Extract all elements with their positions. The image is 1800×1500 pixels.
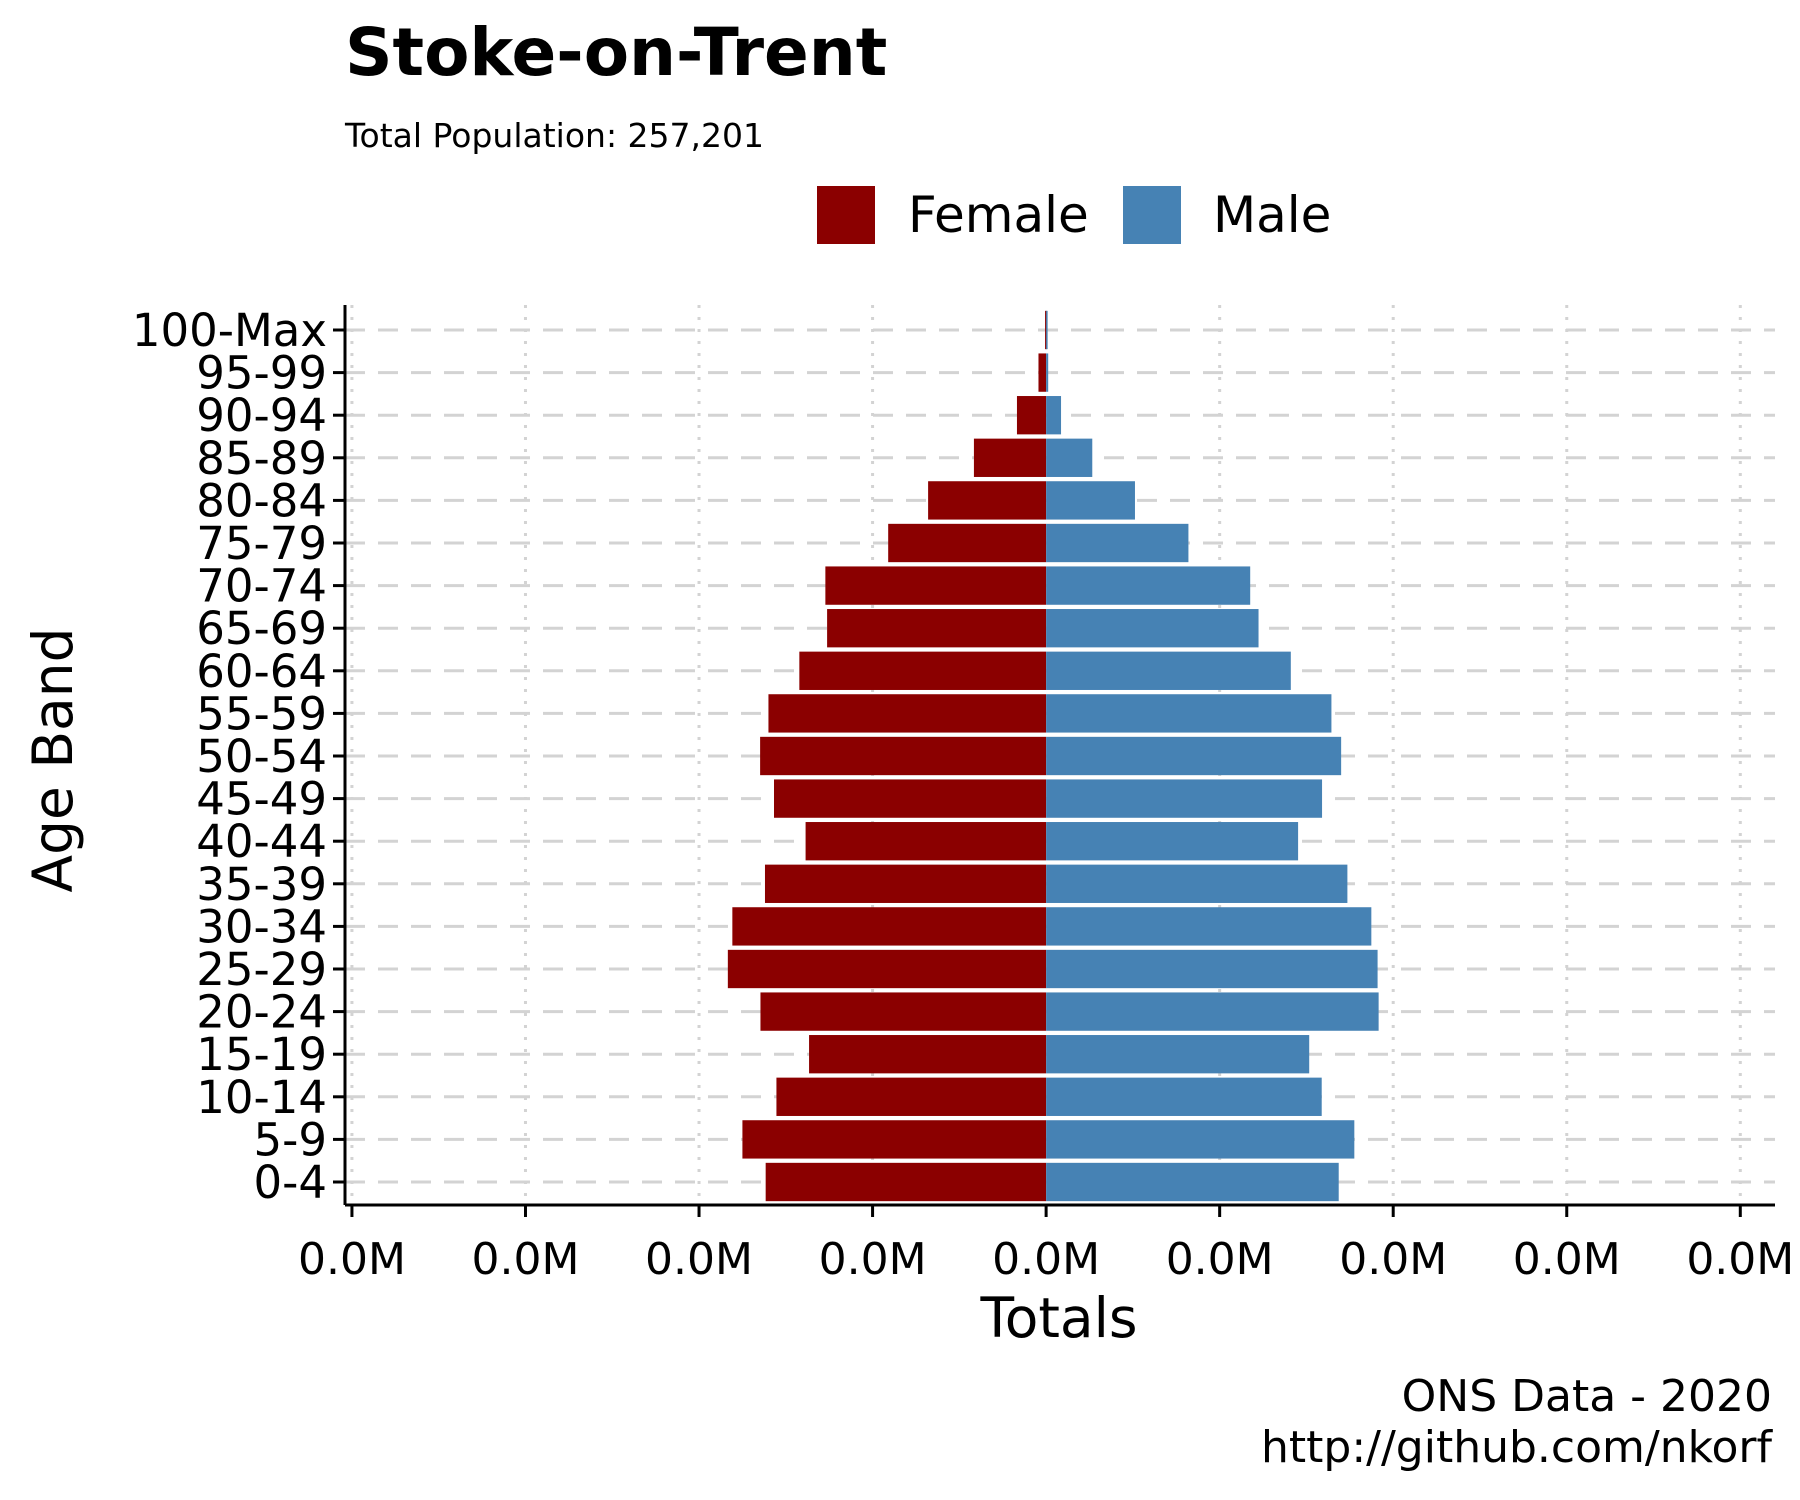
- y-tick-label: 100-Max: [132, 304, 327, 357]
- bar-female-40-44: [805, 822, 1047, 861]
- x-tick-label: 0.0M: [1513, 1234, 1621, 1285]
- bar-female-80-84: [928, 481, 1047, 520]
- y-tick-label: 15-19: [196, 1028, 327, 1081]
- y-tick-label: 80-84: [196, 474, 327, 527]
- x-tick-label: 0.0M: [992, 1234, 1100, 1285]
- legend-swatch-male: [1123, 186, 1181, 244]
- bar-female-20-24: [760, 992, 1047, 1031]
- bar-male-40-44: [1046, 822, 1299, 861]
- caption-url: http://github.com/nkorf: [1261, 1422, 1773, 1473]
- bar-male-35-39: [1046, 864, 1348, 903]
- bar-male-55-59: [1046, 694, 1332, 733]
- bar-male-15-19: [1046, 1035, 1310, 1074]
- y-tick-label: 70-74: [196, 560, 327, 613]
- y-axis-title: Age Band: [21, 627, 85, 892]
- y-tick-label: 25-29: [196, 943, 327, 996]
- bar-male-70-74: [1046, 566, 1251, 605]
- x-tick-labels: 0.0M 0.0M 0.0M 0.0M 0.0M 0.0M 0.0M 0.0M 0.0M: [298, 1234, 1794, 1285]
- legend: Female Male: [817, 186, 1331, 244]
- bar-female-90-94: [1016, 396, 1047, 435]
- y-tick-label: 5-9: [254, 1113, 328, 1166]
- bars: [727, 310, 1379, 1202]
- y-tick-label: 65-69: [196, 602, 327, 655]
- y-tick-label: 0-4: [254, 1156, 328, 1209]
- bar-male-75-79: [1046, 523, 1189, 563]
- x-tick-label: 0.0M: [819, 1234, 927, 1285]
- bar-male-0-4: [1046, 1162, 1339, 1202]
- x-axis-title: Totals: [979, 1286, 1137, 1350]
- bar-female-50-54: [760, 736, 1047, 776]
- legend-label-female: Female: [908, 186, 1089, 244]
- y-tick-label: 55-59: [196, 687, 327, 740]
- x-tick-label: 0.0M: [298, 1234, 406, 1285]
- y-tick-label: 90-94: [196, 389, 327, 442]
- bar-female-85-89: [973, 438, 1047, 477]
- bar-male-85-89: [1046, 438, 1093, 477]
- y-tick-label: 75-79: [196, 517, 327, 570]
- caption-source: ONS Data - 2020: [1402, 1371, 1772, 1422]
- x-tick-label: 0.0M: [472, 1234, 580, 1285]
- axes: [333, 305, 1775, 1217]
- bar-female-65-69: [827, 609, 1047, 648]
- bar-female-35-39: [764, 864, 1047, 903]
- y-tick-label: 60-64: [196, 645, 327, 698]
- y-tick-label: 20-24: [196, 986, 327, 1039]
- y-tick-label: 10-14: [196, 1071, 327, 1124]
- y-tick-label: 85-89: [196, 432, 327, 485]
- y-tick-labels: 0-45-910-1415-1920-2425-2930-3435-3940-4…: [132, 304, 327, 1209]
- bar-male-45-49: [1046, 779, 1323, 818]
- y-tick-label: 30-34: [196, 900, 327, 953]
- x-tick-label: 0.0M: [1166, 1234, 1274, 1285]
- bar-male-10-14: [1046, 1077, 1322, 1116]
- bar-female-95-99: [1038, 353, 1047, 392]
- y-tick-label: 95-99: [196, 347, 327, 400]
- x-tick-label: 0.0M: [645, 1234, 753, 1285]
- bar-female-15-19: [809, 1035, 1047, 1074]
- bar-male-80-84: [1046, 481, 1135, 520]
- bar-female-100-Max: [1045, 310, 1047, 350]
- y-tick-label: 45-49: [196, 773, 327, 826]
- bar-male-100-Max: [1046, 310, 1048, 350]
- bar-male-30-34: [1046, 907, 1372, 946]
- x-tick-label: 0.0M: [1686, 1234, 1794, 1285]
- bar-female-5-9: [742, 1120, 1047, 1159]
- bar-male-95-99: [1046, 353, 1049, 392]
- bar-female-10-14: [776, 1077, 1047, 1116]
- y-tick-label: 40-44: [196, 815, 327, 868]
- gridlines: [345, 305, 1775, 1205]
- bar-female-45-49: [774, 779, 1047, 818]
- bar-male-65-69: [1046, 609, 1259, 648]
- x-tick-label: 0.0M: [1339, 1234, 1447, 1285]
- chart-subtitle: Total Population: 257,201: [344, 116, 764, 155]
- y-tick-label: 35-39: [196, 858, 327, 911]
- bar-female-30-34: [732, 907, 1047, 946]
- bar-female-60-64: [799, 651, 1047, 690]
- bar-male-90-94: [1046, 396, 1062, 435]
- bar-male-20-24: [1046, 992, 1379, 1031]
- bar-male-25-29: [1046, 949, 1378, 989]
- bar-female-0-4: [765, 1162, 1047, 1202]
- bar-female-25-29: [727, 949, 1047, 989]
- bar-female-70-74: [825, 566, 1047, 605]
- bar-female-75-79: [888, 523, 1047, 563]
- bar-female-55-59: [768, 694, 1047, 733]
- chart-title: Stoke-on-Trent: [345, 14, 887, 91]
- legend-label-male: Male: [1213, 186, 1331, 244]
- bar-male-50-54: [1046, 736, 1342, 776]
- bar-male-5-9: [1046, 1120, 1355, 1159]
- bar-male-60-64: [1046, 651, 1291, 690]
- legend-swatch-female: [817, 186, 875, 244]
- y-tick-label: 50-54: [196, 730, 327, 783]
